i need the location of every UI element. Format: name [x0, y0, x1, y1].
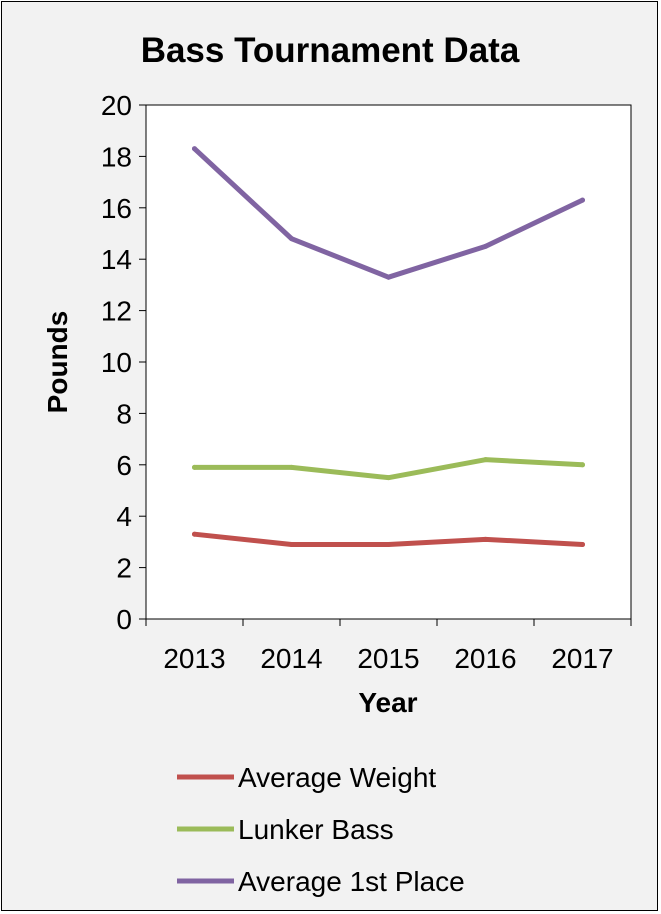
series-lines [192, 146, 585, 547]
y-tick-label: 6 [116, 450, 132, 481]
plot-area [145, 104, 632, 620]
x-axis-title: Year [358, 687, 417, 718]
legend-label: Lunker Bass [238, 814, 394, 845]
data-point [386, 274, 391, 280]
y-tick-label: 16 [101, 193, 132, 224]
y-tick-label: 18 [101, 141, 132, 172]
data-point [386, 475, 391, 481]
data-point [483, 243, 488, 249]
data-point [580, 462, 585, 468]
data-point [483, 457, 488, 463]
legend: Average Weight Lunker Bass Average 1st Pla… [177, 762, 465, 897]
x-tick-label: 2014 [260, 643, 322, 674]
x-tick-label: 2017 [551, 643, 613, 674]
data-point [580, 197, 585, 203]
y-tick-label: 10 [101, 347, 132, 378]
data-point [289, 464, 294, 470]
data-point [192, 146, 197, 152]
y-tick-label: 4 [116, 501, 132, 532]
y-tick-label: 2 [116, 553, 132, 584]
y-tick-label: 20 [101, 90, 132, 121]
data-point [192, 464, 197, 470]
data-point [289, 541, 294, 547]
legend-item: Average 1st Place [177, 866, 465, 897]
y-tick-label: 14 [101, 244, 132, 275]
data-point [483, 536, 488, 542]
y-axis-title: Pounds [42, 311, 73, 414]
x-tick-label: 2016 [454, 643, 516, 674]
data-point [386, 541, 391, 547]
legend-label: Average Weight [238, 762, 436, 793]
y-axis-ticks: 0 2 4 6 8 10 12 14 16 18 20 [101, 90, 146, 635]
y-tick-label: 0 [116, 604, 132, 635]
legend-label: Average 1st Place [238, 866, 465, 897]
legend-item: Lunker Bass [177, 814, 394, 845]
y-tick-label: 8 [116, 398, 132, 429]
legend-item: Average Weight [177, 762, 436, 793]
data-point [580, 541, 585, 547]
x-tick-label: 2015 [357, 643, 419, 674]
chart-title: Bass Tournament Data [141, 31, 520, 70]
data-point [289, 236, 294, 242]
y-tick-label: 12 [101, 296, 132, 327]
data-point [192, 531, 197, 537]
x-axis-ticks: 2013 2014 2015 2016 2017 [145, 619, 632, 674]
x-tick-label: 2013 [163, 643, 225, 674]
